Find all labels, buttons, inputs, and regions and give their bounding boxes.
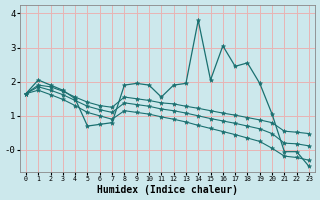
X-axis label: Humidex (Indice chaleur): Humidex (Indice chaleur) [97,185,238,195]
